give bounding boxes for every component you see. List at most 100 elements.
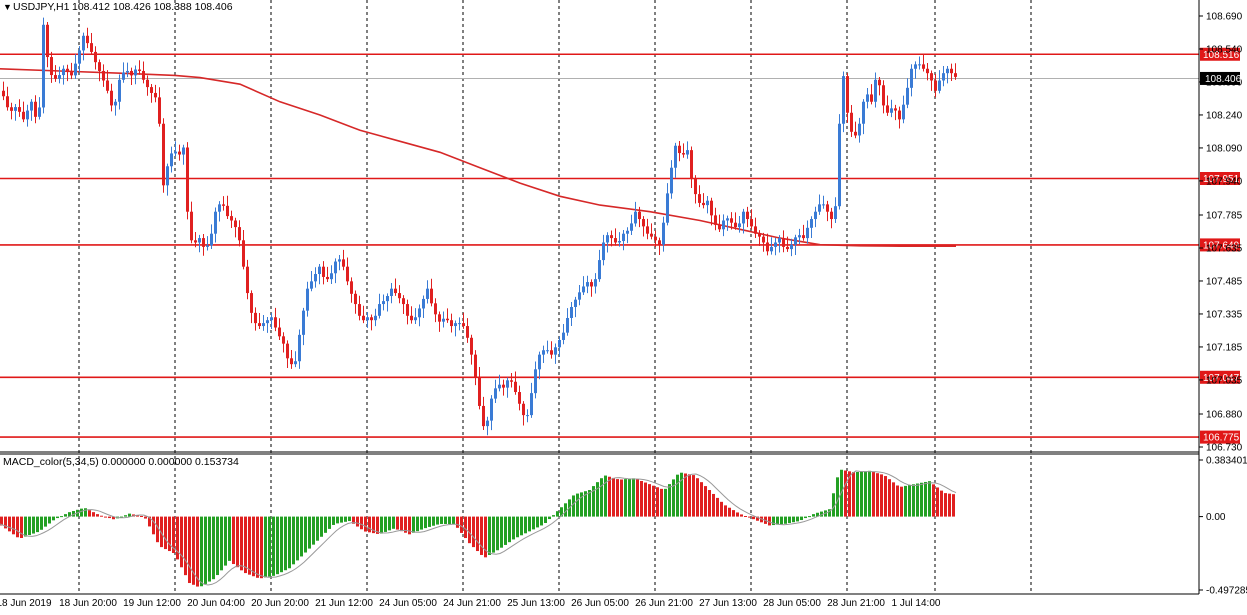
macd-bar <box>384 516 387 532</box>
candle-body <box>494 388 497 399</box>
candle-body <box>950 68 953 74</box>
macd-bar <box>776 516 779 525</box>
macd-bar <box>740 514 743 517</box>
macd-bar <box>444 516 447 524</box>
macd-bar <box>472 516 475 548</box>
candle-body <box>810 219 813 228</box>
price-tick-label: 107.485 <box>1206 276 1243 287</box>
candle-body <box>946 68 949 74</box>
candle-body <box>474 354 477 377</box>
macd-bar <box>872 472 875 517</box>
candle-body <box>190 211 193 241</box>
macd-bar <box>496 516 499 551</box>
price-tick-label: 106.880 <box>1206 410 1243 421</box>
candle-body <box>690 150 693 179</box>
macd-bar <box>672 479 675 517</box>
macd-bar <box>244 516 247 574</box>
candle-body <box>434 303 437 315</box>
candle-body <box>642 219 645 227</box>
candle-body <box>578 292 581 300</box>
macd-bar <box>60 516 63 518</box>
macd-bar <box>844 470 847 517</box>
macd-bar <box>920 482 923 517</box>
candle-body <box>194 240 197 243</box>
candle-body <box>582 286 585 293</box>
candle-body <box>18 107 21 112</box>
candle-body <box>490 398 493 421</box>
candle-body <box>398 293 401 299</box>
candle-body <box>678 145 681 154</box>
candle-body <box>418 308 421 318</box>
candle-body <box>570 306 573 318</box>
macd-bar <box>628 478 631 517</box>
macd-bar <box>176 516 179 560</box>
macd-bar <box>728 507 731 517</box>
candle-body <box>134 69 137 76</box>
candle-body <box>794 237 797 245</box>
macd-bar <box>300 516 303 557</box>
candle-body <box>618 241 621 243</box>
macd-bar <box>304 516 307 553</box>
macd-bar <box>608 476 611 517</box>
macd-bar <box>376 516 379 534</box>
level-label: 107.047 <box>1203 373 1240 384</box>
candle-body <box>658 240 661 245</box>
candle-body <box>870 94 873 102</box>
candle-body <box>22 111 25 120</box>
candle-body <box>170 153 173 167</box>
candle-body <box>470 337 473 355</box>
candle-body <box>630 223 633 231</box>
macd-bar <box>600 478 603 517</box>
macd-bar <box>260 516 263 579</box>
macd-bar <box>504 516 507 545</box>
candle-body <box>878 79 881 86</box>
macd-bar <box>912 484 915 517</box>
macd-bar <box>248 516 251 575</box>
macd-bar <box>828 509 831 517</box>
macd-bar <box>868 470 871 517</box>
candle-body <box>798 235 801 238</box>
candle-body <box>766 242 769 252</box>
time-tick-label: 26 Jun 21:00 <box>635 598 693 609</box>
candle-body <box>942 73 945 81</box>
candle-body <box>734 222 737 228</box>
macd-bar <box>192 516 195 585</box>
candle-body <box>126 70 129 73</box>
current-price-label: 108.406 <box>1205 74 1242 85</box>
macd-bar <box>356 516 359 527</box>
macd-bar <box>768 516 771 526</box>
candle-body <box>702 202 705 206</box>
candle-body <box>174 151 177 154</box>
candle-body <box>70 72 73 76</box>
candle-body <box>122 72 125 80</box>
macd-bar <box>32 516 35 534</box>
macd-bar <box>124 515 127 517</box>
candle-body <box>334 261 337 274</box>
level-label: 108.516 <box>1203 50 1240 61</box>
time-tick-label: 19 Jun 12:00 <box>123 598 181 609</box>
macd-bar <box>12 516 15 535</box>
candle-body <box>782 238 785 247</box>
candle-body <box>458 323 461 325</box>
macd-bar <box>620 479 623 517</box>
macd-bar <box>432 516 435 526</box>
macd-bar <box>88 510 91 517</box>
macd-bar <box>716 497 719 517</box>
candle-body <box>358 304 361 316</box>
dropdown-triangle-icon[interactable]: ▼ <box>3 2 12 12</box>
candle-body <box>390 288 393 297</box>
macd-bar <box>796 516 799 522</box>
candle-body <box>826 204 829 212</box>
candle-body <box>610 235 613 239</box>
candle-body <box>102 70 105 81</box>
candle-body <box>778 238 781 243</box>
price-tick-label: 107.035 <box>1206 375 1243 386</box>
candle-body <box>890 108 893 113</box>
candle-body <box>818 204 821 212</box>
candle-body <box>250 293 253 313</box>
candle-body <box>666 193 669 223</box>
macd-bar <box>392 516 395 529</box>
candle-body <box>874 79 877 102</box>
